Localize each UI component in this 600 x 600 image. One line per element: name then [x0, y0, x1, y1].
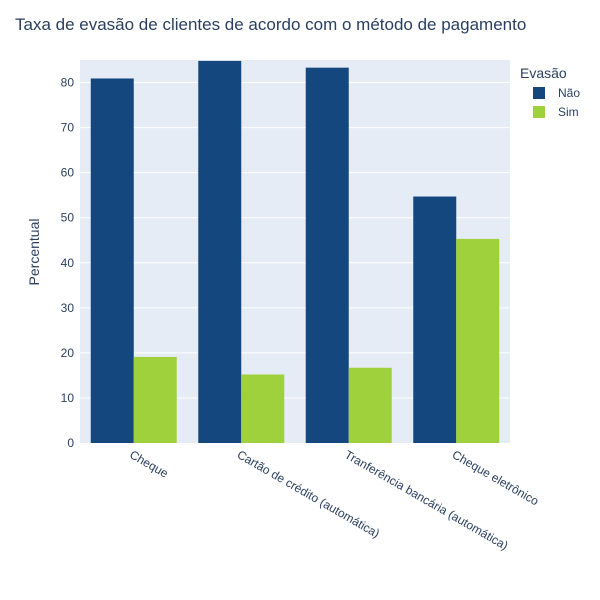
- legend-item-não[interactable]: Não: [533, 86, 580, 100]
- bar-sim-1[interactable]: [133, 356, 177, 443]
- y-tick-label: 10: [61, 391, 75, 405]
- bar-sim-2[interactable]: [241, 374, 285, 443]
- y-tick-label: 80: [61, 76, 75, 90]
- y-tick-label: 70: [61, 121, 75, 135]
- x-tick-label: Cheque eletrônico: [450, 447, 542, 508]
- bar-não-2[interactable]: [198, 60, 242, 443]
- legend-swatch: [533, 87, 545, 99]
- bar-sim-3[interactable]: [348, 367, 392, 443]
- y-tick-label: 30: [61, 301, 75, 315]
- y-tick-label: 60: [61, 166, 75, 180]
- bar-não-3[interactable]: [305, 67, 349, 443]
- bar-não-1[interactable]: [90, 78, 134, 443]
- y-tick-label: 0: [67, 436, 74, 450]
- bar-sim-4[interactable]: [456, 238, 500, 443]
- x-tick-label: Cheque: [127, 447, 171, 480]
- y-tick-label: 20: [61, 346, 75, 360]
- x-tick-labels: Cheque Cartão de crédito (automática)Tran…: [127, 447, 541, 552]
- bars: [90, 60, 500, 443]
- bar-não-4[interactable]: [413, 196, 457, 443]
- chart-title: Taxa de evasão de clientes de acordo com…: [15, 15, 526, 34]
- y-axis-title: Percentual: [26, 219, 42, 286]
- legend-item-sim[interactable]: Sim: [533, 105, 579, 119]
- y-tick-label: 40: [61, 256, 75, 270]
- legend-title: Evasão: [520, 65, 567, 81]
- y-tick-labels: 0 10 20 30 40 50 60 70 80: [61, 76, 75, 450]
- legend[interactable]: Evasão Não Sim: [520, 65, 580, 119]
- legend-label: Não: [558, 86, 580, 100]
- y-tick-label: 50: [61, 211, 75, 225]
- legend-swatch: [533, 106, 545, 118]
- legend-label: Sim: [558, 105, 579, 119]
